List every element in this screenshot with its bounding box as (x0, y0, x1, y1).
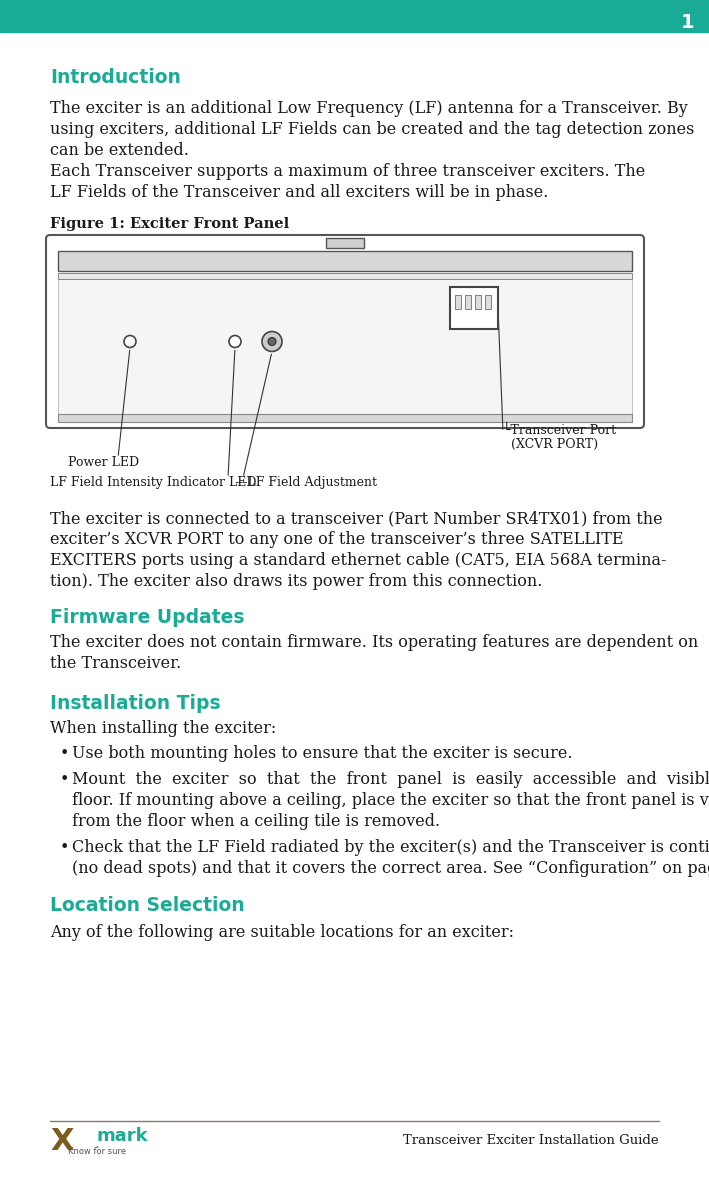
Bar (475, 295, 481, 309)
Text: Any of the following are suitable locations for an exciter:: Any of the following are suitable locati… (50, 924, 514, 941)
Text: The exciter does not contain firmware. Its operating features are dependent on: The exciter does not contain firmware. I… (50, 634, 698, 651)
Text: exciter’s XCVR PORT to any one of the transceiver’s three SATELLITE: exciter’s XCVR PORT to any one of the tr… (50, 531, 623, 548)
Text: 1: 1 (681, 13, 694, 32)
Text: •: • (60, 746, 69, 760)
Text: Use both mounting holes to ensure that the exciter is secure.: Use both mounting holes to ensure that t… (72, 745, 572, 762)
Text: using exciters, additional LF Fields can be created and the tag detection zones: using exciters, additional LF Fields can… (50, 121, 694, 138)
Circle shape (268, 337, 276, 345)
Text: —LF Field Adjustment: —LF Field Adjustment (235, 476, 377, 489)
Text: Each Transceiver supports a maximum of three transceiver exciters. The: Each Transceiver supports a maximum of t… (50, 163, 645, 180)
Bar (58, 414, 632, 422)
Bar (450, 286, 498, 329)
Circle shape (262, 331, 282, 351)
Text: Location Selection: Location Selection (50, 896, 245, 915)
Text: └Transceiver Port: └Transceiver Port (503, 424, 616, 437)
Text: EXCITERS ports using a standard ethernet cable (CAT5, EIA 568A termina-: EXCITERS ports using a standard ethernet… (50, 552, 666, 569)
Circle shape (229, 336, 241, 348)
Text: ·: · (94, 1140, 99, 1155)
Text: When installing the exciter:: When installing the exciter: (50, 720, 277, 737)
Text: The exciter is connected to a transceiver (Part Number SR4TX01) from the: The exciter is connected to a transceive… (50, 511, 663, 527)
Bar (485, 295, 491, 309)
Text: Check that the LF Field radiated by the exciter(s) and the Transceiver is contin: Check that the LF Field radiated by the … (72, 839, 709, 856)
Circle shape (124, 336, 136, 348)
Text: Introduction: Introduction (50, 68, 181, 87)
Bar (326, 238, 364, 248)
Text: tion). The exciter also draws its power from this connection.: tion). The exciter also draws its power … (50, 573, 542, 590)
Text: Power LED: Power LED (68, 456, 139, 469)
Bar (465, 295, 471, 309)
Text: Mount  the  exciter  so  that  the  front  panel  is  easily  accessible  and  v: Mount the exciter so that the front pane… (72, 771, 709, 788)
Text: The exciter is an additional Low Frequency (LF) antenna for a Transceiver. By: The exciter is an additional Low Frequen… (50, 100, 688, 117)
Text: the Transceiver.: the Transceiver. (50, 656, 182, 672)
Bar (58, 279, 632, 414)
Text: floor. If mounting above a ceiling, place the exciter so that the front panel is: floor. If mounting above a ceiling, plac… (72, 792, 709, 809)
Text: •: • (60, 772, 69, 788)
Bar (455, 295, 461, 309)
Text: (no dead spots) and that it covers the correct area. See “Configuration” on page: (no dead spots) and that it covers the c… (72, 859, 709, 877)
Text: LF Fields of the Transceiver and all exciters will be in phase.: LF Fields of the Transceiver and all exc… (50, 184, 548, 200)
FancyBboxPatch shape (46, 235, 644, 428)
Text: can be extended.: can be extended. (50, 141, 189, 159)
Text: X: X (50, 1126, 74, 1155)
Text: mark: mark (96, 1127, 147, 1145)
Text: Know for sure: Know for sure (68, 1146, 126, 1155)
Text: Figure 1: Exciter Front Panel: Figure 1: Exciter Front Panel (50, 217, 289, 231)
Text: Firmware Updates: Firmware Updates (50, 608, 245, 627)
Text: (XCVR PORT): (XCVR PORT) (511, 439, 598, 452)
Bar (58, 274, 632, 279)
Text: •: • (60, 839, 69, 855)
Bar (58, 251, 632, 271)
Text: Transceiver Exciter Installation Guide: Transceiver Exciter Installation Guide (403, 1134, 659, 1147)
Text: from the floor when a ceiling tile is removed.: from the floor when a ceiling tile is re… (72, 814, 440, 830)
Text: Installation Tips: Installation Tips (50, 694, 220, 713)
Text: LF Field Intensity Indicator LED: LF Field Intensity Indicator LED (50, 476, 257, 489)
Bar (0, 0, 709, 32)
